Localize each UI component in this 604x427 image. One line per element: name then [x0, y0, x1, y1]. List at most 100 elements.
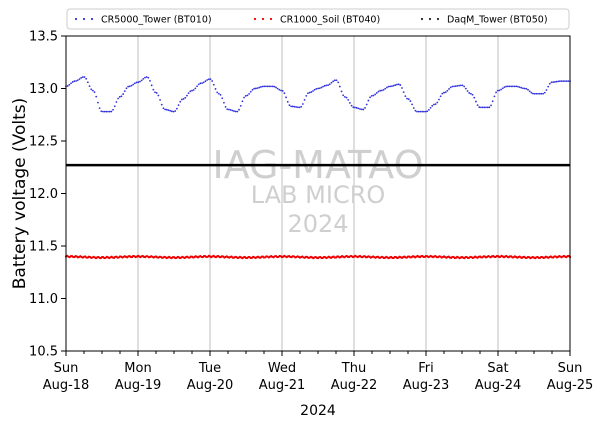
data-point	[419, 110, 422, 113]
data-point	[320, 86, 323, 89]
data-point	[258, 86, 261, 89]
data-point	[313, 88, 316, 91]
data-point	[140, 79, 143, 82]
data-point	[505, 85, 508, 88]
data-point	[322, 85, 324, 88]
data-point	[397, 83, 400, 86]
data-point	[132, 83, 135, 86]
data-point	[565, 80, 568, 83]
data-point	[184, 96, 187, 99]
data-point	[377, 90, 380, 93]
data-point	[438, 98, 440, 101]
data-point	[380, 89, 383, 92]
data-point	[189, 90, 192, 93]
data-point	[275, 86, 277, 89]
data-point	[538, 92, 541, 95]
data-point	[174, 110, 177, 112]
data-point	[407, 98, 410, 101]
data-point	[362, 108, 365, 111]
data-point	[130, 84, 133, 87]
legend-marker-dot	[420, 17, 424, 21]
data-point	[108, 110, 111, 113]
data-point	[81, 76, 84, 79]
data-point	[459, 84, 462, 87]
y-axis-label: Battery voltage (Volts)	[10, 98, 30, 289]
data-point	[196, 85, 198, 88]
data-point	[167, 109, 170, 112]
data-point	[75, 80, 77, 82]
data-point	[115, 101, 118, 103]
x-tick-label-day: Tue	[198, 361, 221, 376]
data-point	[333, 79, 336, 82]
data-point	[85, 77, 88, 80]
data-point	[135, 81, 138, 84]
data-point	[429, 106, 432, 109]
data-point	[241, 100, 244, 103]
data-point	[271, 85, 274, 88]
data-point	[422, 110, 425, 113]
x-axis-label: 2024	[300, 403, 336, 419]
data-point	[537, 92, 539, 95]
data-point	[404, 95, 407, 97]
data-point	[530, 91, 533, 94]
data-point	[480, 106, 482, 109]
x-tick-label-day: Sat	[487, 361, 508, 376]
data-point	[528, 90, 531, 93]
data-point	[186, 94, 188, 97]
data-point	[144, 76, 146, 79]
data-point	[214, 88, 217, 90]
data-point	[355, 106, 358, 109]
data-point	[98, 107, 101, 110]
data-point	[338, 85, 341, 88]
data-point	[154, 91, 156, 94]
data-point	[261, 85, 264, 88]
data-point	[155, 92, 158, 94]
data-point	[448, 88, 450, 90]
data-point	[137, 81, 140, 84]
data-point	[270, 85, 272, 88]
data-point	[278, 88, 281, 91]
data-point	[280, 89, 282, 92]
data-point	[411, 103, 413, 106]
data-point	[328, 83, 331, 86]
data-point	[216, 91, 219, 94]
data-point	[259, 86, 262, 88]
data-point	[323, 84, 326, 87]
data-point	[567, 80, 570, 83]
data-point	[70, 82, 72, 85]
data-point	[139, 80, 141, 83]
data-point	[307, 92, 309, 95]
series-cr1000-points	[64, 254, 572, 260]
data-point	[296, 106, 299, 109]
data-point	[557, 80, 560, 83]
data-point	[71, 81, 74, 83]
data-point	[550, 81, 553, 84]
data-point	[535, 92, 538, 95]
data-point	[127, 85, 130, 88]
data-point	[560, 80, 563, 83]
legend-label-cr5000: CR5000_Tower (BT010)	[101, 15, 212, 26]
data-point	[461, 84, 464, 87]
data-point	[97, 101, 99, 104]
data-point	[172, 110, 175, 113]
data-point	[83, 76, 86, 78]
data-point	[217, 92, 220, 95]
data-point	[441, 92, 444, 95]
data-point	[246, 94, 249, 97]
series-cr5000-points	[65, 76, 571, 113]
data-point	[389, 85, 392, 88]
data-point	[374, 93, 377, 96]
data-point	[228, 108, 230, 111]
data-point	[212, 83, 215, 86]
data-point	[406, 97, 408, 100]
data-point	[187, 92, 190, 95]
data-point	[80, 77, 83, 79]
data-point	[303, 99, 306, 101]
data-point	[498, 89, 501, 92]
data-point	[164, 108, 167, 111]
data-point	[118, 96, 121, 98]
data-point	[490, 104, 492, 107]
data-point	[510, 85, 513, 88]
data-point	[357, 107, 360, 110]
data-point	[506, 85, 509, 88]
